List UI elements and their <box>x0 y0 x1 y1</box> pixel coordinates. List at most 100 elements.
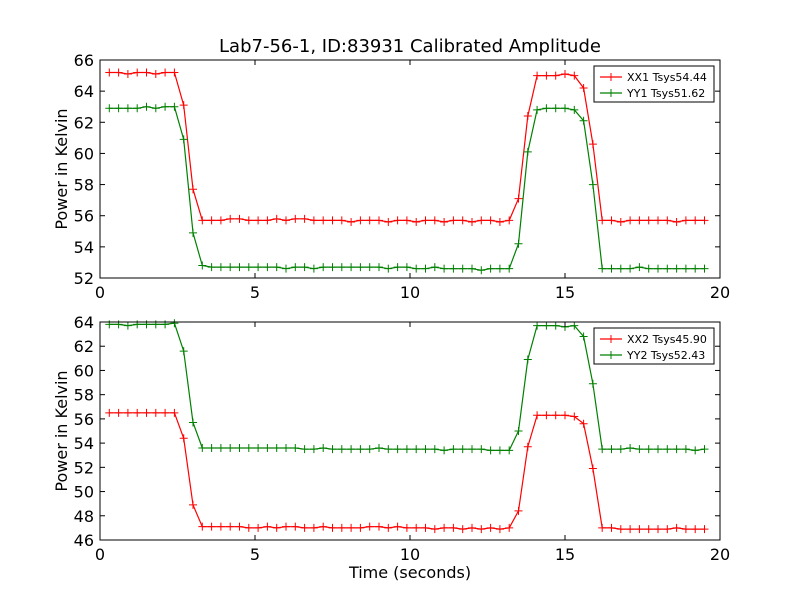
data-point-1-0-16 <box>254 523 263 532</box>
data-point-0-0-10 <box>198 216 207 225</box>
data-point-0-1-32 <box>402 263 411 272</box>
data-point-1-0-2 <box>123 408 132 417</box>
data-point-1-1-38 <box>458 445 467 454</box>
data-point-0-1-15 <box>244 263 253 272</box>
data-point-0-0-1 <box>114 68 123 77</box>
y-tick-label-0-5: 62 <box>74 113 94 132</box>
data-point-0-0-28 <box>365 216 374 225</box>
data-point-0-1-5 <box>151 104 160 113</box>
data-point-1-0-64 <box>700 525 709 534</box>
data-point-0-0-39 <box>468 217 476 226</box>
data-point-0-1-27 <box>356 263 365 272</box>
data-point-0-0-57 <box>635 216 644 225</box>
data-point-0-1-50 <box>570 105 579 114</box>
data-point-0-1-8 <box>179 135 188 144</box>
data-point-1-0-17 <box>263 522 272 531</box>
data-point-0-1-54 <box>607 264 616 273</box>
data-point-1-0-39 <box>468 523 476 532</box>
data-point-0-1-62 <box>681 264 690 273</box>
y-tick-label-1-4: 54 <box>74 434 94 453</box>
data-point-1-1-36 <box>440 446 449 455</box>
data-point-0-0-21 <box>300 214 309 223</box>
data-point-1-1-29 <box>375 443 383 452</box>
data-point-0-0-12 <box>216 216 225 225</box>
data-point-1-1-16 <box>254 443 263 452</box>
y-tick-label-0-7: 66 <box>74 51 94 70</box>
data-point-1-0-47 <box>542 411 551 420</box>
data-point-1-0-53 <box>598 523 607 532</box>
data-point-0-0-11 <box>207 216 216 225</box>
data-point-0-0-19 <box>282 216 290 225</box>
y-tick-label-1-6: 58 <box>74 386 94 405</box>
x-tick-label-0-1: 5 <box>250 283 260 302</box>
data-point-1-0-15 <box>244 523 253 532</box>
data-point-1-0-6 <box>161 408 170 417</box>
data-point-0-1-58 <box>644 264 653 273</box>
data-point-1-0-62 <box>681 525 690 534</box>
data-point-0-0-34 <box>421 216 430 225</box>
legend-label-1-1: YY2 Tsys52.43 <box>626 349 705 362</box>
data-point-0-0-22 <box>309 216 318 225</box>
data-point-1-1-34 <box>421 445 430 454</box>
data-point-0-0-7 <box>170 68 179 77</box>
data-point-0-1-1 <box>114 104 123 113</box>
data-point-1-1-21 <box>300 445 309 454</box>
data-point-1-1-31 <box>393 445 402 454</box>
data-point-0-0-42 <box>495 217 504 226</box>
data-point-0-0-27 <box>356 216 365 225</box>
data-point-1-0-5 <box>151 408 160 417</box>
data-point-0-1-10 <box>198 261 207 270</box>
data-point-0-1-21 <box>300 263 309 272</box>
data-point-1-0-18 <box>272 523 281 532</box>
legend-marker-1-1 <box>607 351 615 359</box>
data-point-0-1-12 <box>216 263 225 272</box>
legend-label-0-0: XX1 Tsys54.44 <box>627 71 707 84</box>
data-point-0-0-20 <box>291 214 300 223</box>
y-tick-label-1-5: 56 <box>74 410 94 429</box>
data-point-0-1-57 <box>635 263 644 272</box>
data-point-1-1-24 <box>328 445 337 454</box>
data-point-1-1-32 <box>402 445 411 454</box>
data-point-0-0-6 <box>161 68 170 77</box>
data-point-0-0-35 <box>430 216 439 225</box>
y-tick-label-1-0: 46 <box>74 531 94 550</box>
data-point-1-1-15 <box>244 443 253 452</box>
data-point-0-0-29 <box>375 216 383 225</box>
data-point-1-1-51 <box>579 332 588 341</box>
data-point-1-0-36 <box>440 523 449 532</box>
data-point-0-1-13 <box>226 263 235 272</box>
data-point-0-0-33 <box>412 217 421 226</box>
data-point-1-1-14 <box>235 443 244 452</box>
data-point-1-1-8 <box>179 347 188 356</box>
data-point-0-1-53 <box>598 264 607 273</box>
data-point-0-0-37 <box>449 216 458 225</box>
data-point-0-1-49 <box>561 104 569 113</box>
y-tick-label-1-3: 52 <box>74 458 94 477</box>
data-point-0-1-29 <box>375 263 383 272</box>
top-subplot: 0 5 10 15 20 52 54 56 58 60 62 64 66 Power in Kelvin X… <box>52 51 730 302</box>
data-point-1-0-50 <box>570 412 579 421</box>
data-point-1-0-32 <box>402 523 411 532</box>
data-point-0-0-32 <box>402 216 411 225</box>
x-tick-label-1-3: 15 <box>555 545 575 564</box>
data-point-0-0-45 <box>523 112 532 121</box>
data-point-1-1-50 <box>570 321 579 330</box>
data-point-0-0-62 <box>681 216 690 225</box>
data-point-0-0-49 <box>561 70 569 79</box>
data-point-1-0-60 <box>663 525 672 534</box>
data-point-1-0-52 <box>588 464 597 473</box>
data-point-1-0-11 <box>207 522 216 531</box>
x-tick-label-1-4: 20 <box>710 545 730 564</box>
data-point-0-1-9 <box>189 228 197 237</box>
data-point-1-0-49 <box>561 411 569 420</box>
data-point-0-1-24 <box>328 263 337 272</box>
data-point-0-1-46 <box>533 105 542 114</box>
y-tick-label-0-4: 60 <box>74 144 94 163</box>
data-point-0-0-25 <box>337 216 346 225</box>
data-point-1-1-45 <box>523 355 532 364</box>
data-point-0-1-59 <box>654 264 662 273</box>
data-point-0-1-14 <box>235 263 244 272</box>
data-point-0-1-37 <box>449 264 458 273</box>
data-point-1-0-46 <box>533 411 542 420</box>
data-point-0-1-0 <box>105 104 114 113</box>
